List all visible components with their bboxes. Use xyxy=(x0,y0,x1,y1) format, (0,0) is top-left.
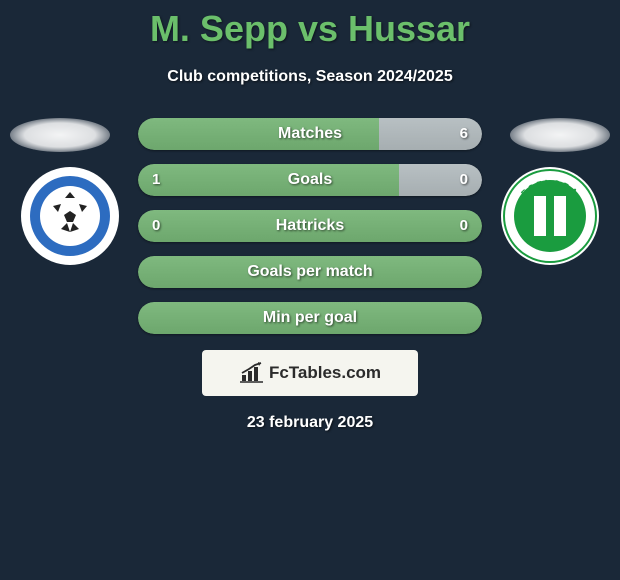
stat-label: Matches xyxy=(138,118,482,150)
subtitle: Club competitions, Season 2024/2025 xyxy=(0,68,620,86)
stat-value-left: 1 xyxy=(152,164,160,196)
stat-label: Goals per match xyxy=(138,256,482,288)
comparison-content: TAMMEKA FCFLORA Matches6Goals10Hattricks… xyxy=(0,118,620,432)
brand-text: FcTables.com xyxy=(269,363,381,383)
stat-label: Goals xyxy=(138,164,482,196)
tammeka-badge-icon: TAMMEKA xyxy=(20,166,120,266)
stat-value-right: 0 xyxy=(460,210,468,242)
stat-value-right: 6 xyxy=(460,118,468,150)
stat-value-left: 0 xyxy=(152,210,160,242)
page-title: M. Sepp vs Hussar xyxy=(0,0,620,50)
stat-rows: Matches6Goals10Hattricks00Goals per matc… xyxy=(138,118,482,334)
stat-row: Hattricks0 0 xyxy=(138,210,482,242)
stat-label: Min per goal xyxy=(138,302,482,334)
stat-row: Matches6 xyxy=(138,118,482,150)
stat-row: Min per goal xyxy=(138,302,482,334)
stat-row: Goals per match xyxy=(138,256,482,288)
stat-label: Hattricks xyxy=(138,210,482,242)
comparison-date: 23 february 2025 xyxy=(0,414,620,432)
chart-icon xyxy=(239,362,265,384)
player-left-spotlight xyxy=(10,118,110,152)
team-logo-left: TAMMEKA xyxy=(20,166,120,266)
player-right-spotlight xyxy=(510,118,610,152)
stat-row: Goals1 0 xyxy=(138,164,482,196)
fcflora-badge-icon: FCFLORA xyxy=(500,166,600,266)
brand-attribution: FcTables.com xyxy=(202,350,418,396)
stat-value-right: 0 xyxy=(460,164,468,196)
team-logo-right: FCFLORA xyxy=(500,166,600,266)
